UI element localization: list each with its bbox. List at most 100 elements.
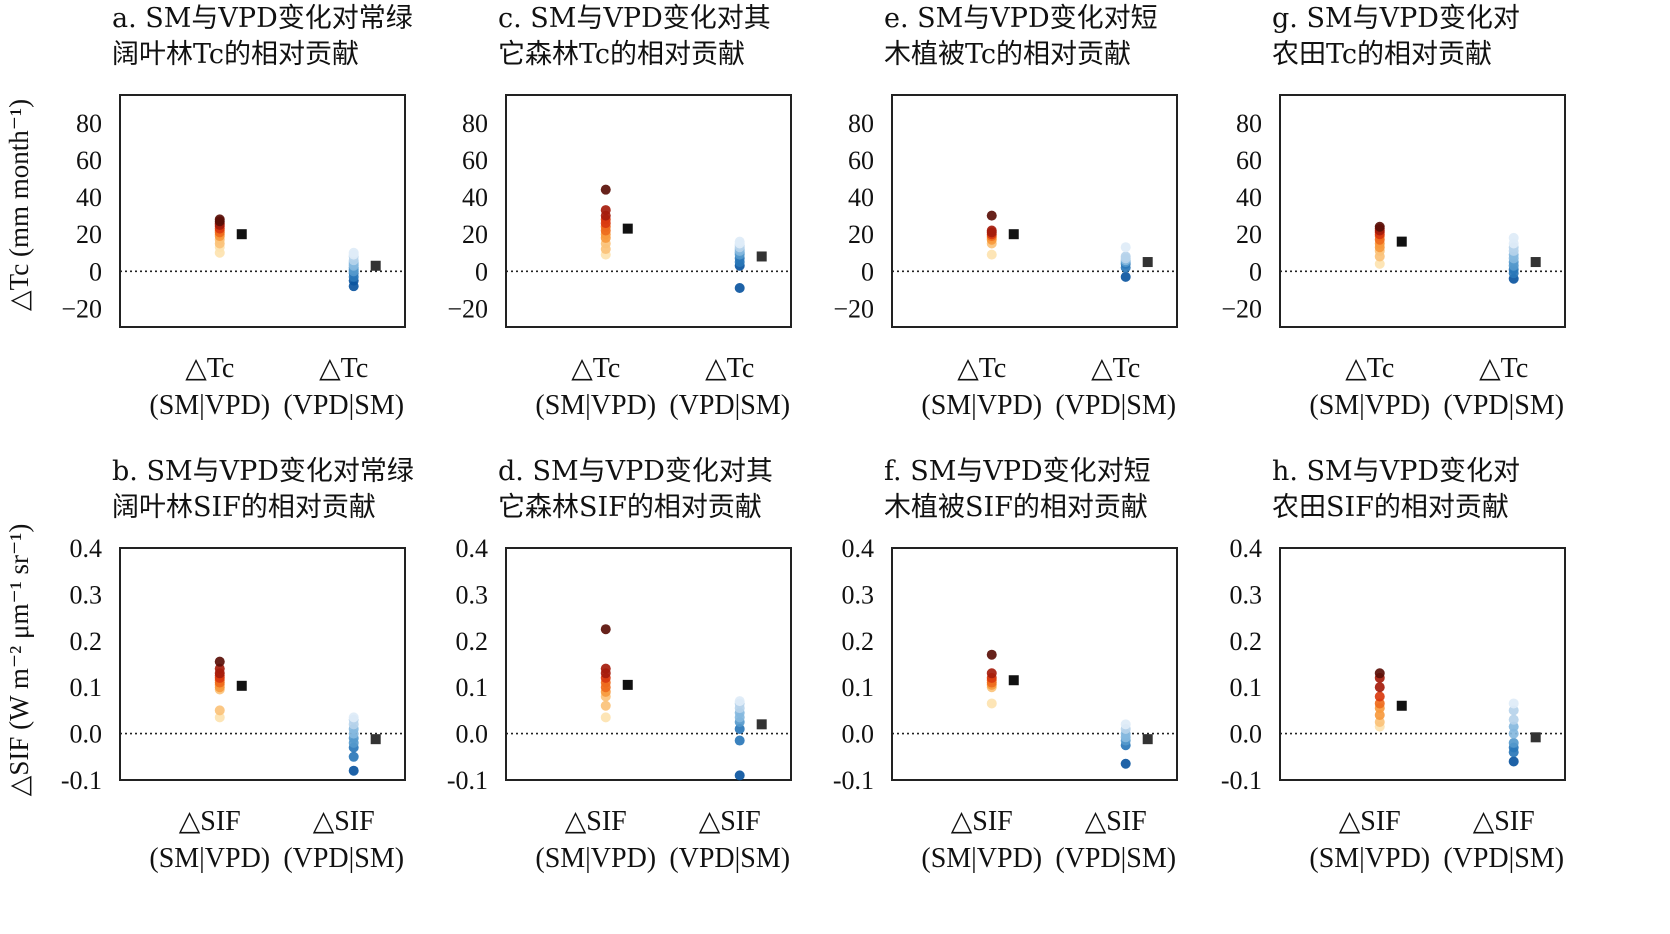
panel-g-point <box>1374 221 1385 232</box>
panel-d-ytick-label: 0.1 <box>456 673 489 702</box>
panel-c-point <box>734 283 745 294</box>
panel-e-title-line: e. SM与VPD变化对短 <box>884 3 1158 34</box>
panel-g-ytick-label: 80 <box>1236 109 1262 138</box>
panel-e-frame <box>891 94 1178 328</box>
panel-b-ytick-label: 0.1 <box>70 673 103 702</box>
panel-g-ytick-label: 60 <box>1236 146 1262 175</box>
panel-h-point <box>1374 710 1385 721</box>
panel-f-point <box>986 649 997 660</box>
panel-a-ytick-label: 80 <box>76 109 102 138</box>
panel-e-category-label: △Tc <box>957 353 1006 384</box>
panel-c-category-label: △Tc <box>571 353 620 384</box>
panel-a-ytick-label: 40 <box>76 183 102 212</box>
panel-e-ytick-label: 0 <box>861 257 874 286</box>
panel-b-ytick-label: 0.4 <box>70 534 103 563</box>
panel-a-mean-marker <box>236 229 247 240</box>
panel-b-point <box>214 705 225 716</box>
panel-f-category-label: (SM|VPD) <box>921 843 1042 874</box>
panel-h-point <box>1374 668 1385 679</box>
panel-d-ytick-label: 0.3 <box>456 580 489 609</box>
ylabel-top: △Tc (mm month⁻¹) <box>4 99 34 311</box>
panel-f-ytick-label: 0.2 <box>842 627 875 656</box>
panel-f-category-label: △SIF <box>951 806 1013 837</box>
panel-h-ytick-label: -0.1 <box>1221 766 1262 795</box>
panel-e-mean-marker <box>1142 257 1153 268</box>
panel-e-point <box>1120 271 1131 282</box>
panel-b-ytick-label: -0.1 <box>61 766 102 795</box>
panel-b-mean-marker <box>236 680 247 691</box>
panel-e-category-label: (VPD|SM) <box>1055 390 1176 421</box>
panel-g-category-label: △Tc <box>1479 353 1528 384</box>
panel-c-title-line: c. SM与VPD变化对其 <box>498 3 771 34</box>
panel-g-ytick-label: 0 <box>1249 257 1262 286</box>
panel-d-point <box>600 624 611 635</box>
panel-e-category-label: △Tc <box>1091 353 1140 384</box>
panel-d-point <box>600 712 611 723</box>
panel-d-point <box>600 700 611 711</box>
panel-a-category-label: △Tc <box>185 353 234 384</box>
panel-h-point <box>1508 714 1519 725</box>
panel-h-point <box>1508 737 1519 748</box>
panel-d-point <box>734 696 745 707</box>
panel-b-category-label: △SIF <box>179 806 241 837</box>
panel-h-point <box>1374 717 1385 727</box>
panel-h-mean-marker <box>1530 732 1541 743</box>
panel-h-point <box>1508 728 1519 739</box>
panel-h-ytick-label: 0.2 <box>1230 627 1263 656</box>
panel-e-point <box>986 249 997 260</box>
panel-b-point <box>214 712 225 723</box>
panel-c-category-label: △Tc <box>705 353 754 384</box>
panel-h-category-label: (VPD|SM) <box>1443 843 1564 874</box>
panel-d-point <box>734 735 745 746</box>
panel-c-category-label: (SM|VPD) <box>535 390 656 421</box>
panel-b-category-label: (SM|VPD) <box>149 843 270 874</box>
panel-g-category-label: (VPD|SM) <box>1443 390 1564 421</box>
panel-g-point <box>1374 258 1385 269</box>
panel-c-point <box>734 236 745 247</box>
panel-e-ytick-label: −20 <box>833 294 874 323</box>
panel-e-mean-marker <box>1008 229 1019 240</box>
panel-g-mean-marker <box>1530 257 1541 268</box>
panel-d-category-label: △SIF <box>565 806 627 837</box>
panel-f-point <box>1120 719 1131 730</box>
panel-h-frame <box>1279 547 1566 781</box>
panel-f-frame <box>891 547 1178 781</box>
panel-e-title-line: 木植被Tc的相对贡献 <box>884 39 1131 70</box>
panel-e-point <box>1120 242 1131 253</box>
panel-g-ytick-label: −20 <box>1221 294 1262 323</box>
panel-g-ytick-label: 40 <box>1236 183 1262 212</box>
panel-h-point <box>1508 756 1519 767</box>
panel-a-ytick-label: −20 <box>61 294 102 323</box>
panel-h-point <box>1508 698 1519 709</box>
panel-h-ytick-label: 0.4 <box>1230 534 1263 563</box>
ylabel-bottom: △SIF (W m⁻² μm⁻¹ sr⁻¹) <box>4 524 34 797</box>
panel-c-ytick-label: −20 <box>447 294 488 323</box>
panel-g-title-line: 农田Tc的相对贡献 <box>1272 39 1492 70</box>
panel-a-ytick-label: 0 <box>89 257 102 286</box>
panel-h-point <box>1374 698 1385 709</box>
panel-g-ytick-label: 20 <box>1236 220 1262 249</box>
panel-d-category-label: △SIF <box>699 806 761 837</box>
panel-h-point <box>1508 705 1519 716</box>
panel-b-ytick-label: 0.3 <box>70 580 103 609</box>
panel-a-title-line: 阔叶林Tc的相对贡献 <box>112 39 359 70</box>
panel-h-point <box>1374 691 1385 702</box>
panel-f-ytick-label: 0.4 <box>842 534 875 563</box>
panel-h-ytick-label: 0.3 <box>1230 580 1263 609</box>
panel-e-ytick-label: 20 <box>848 220 874 249</box>
panel-f-mean-marker <box>1008 675 1019 686</box>
panel-f-point <box>986 698 997 709</box>
panel-d-ytick-label: 0.4 <box>456 534 489 563</box>
panel-a-category-label: (VPD|SM) <box>283 390 404 421</box>
panel-e-ytick-label: 40 <box>848 183 874 212</box>
panel-d-title-line: d. SM与VPD变化对其 <box>498 456 773 487</box>
panel-c-mean-marker <box>622 223 633 234</box>
panel-b-point <box>214 663 225 674</box>
panel-f-title-line: f. SM与VPD变化对短 <box>884 456 1151 487</box>
